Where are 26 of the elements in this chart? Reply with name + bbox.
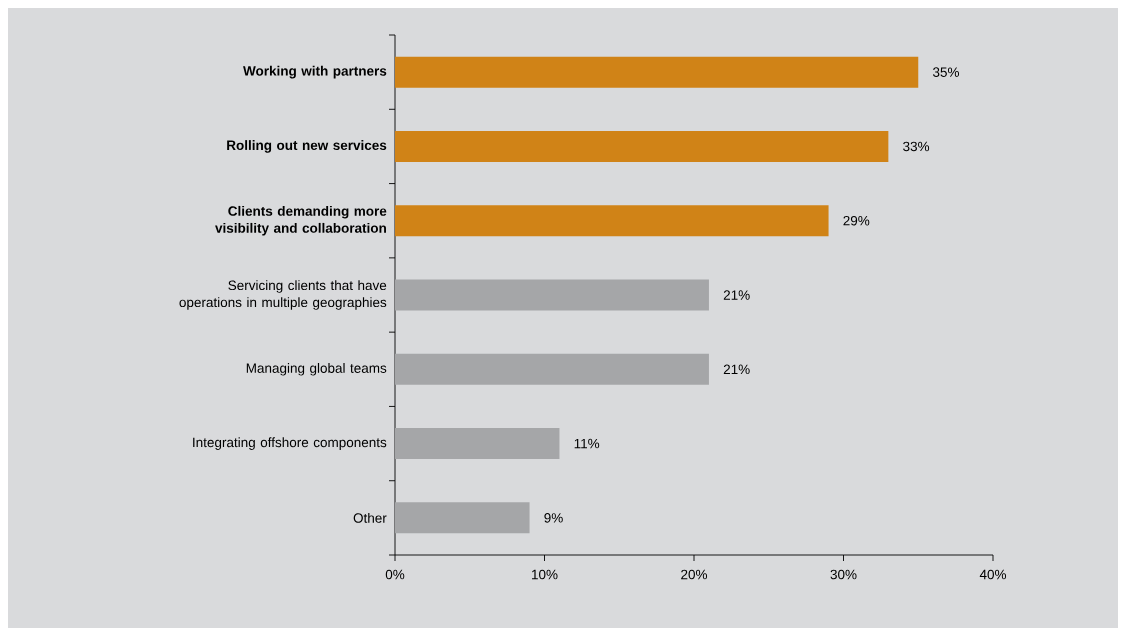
bar bbox=[395, 428, 560, 460]
y-tick-label: Managing global teams bbox=[246, 363, 387, 376]
y-tick-label: Other bbox=[353, 512, 387, 523]
data-label: 21% bbox=[723, 364, 750, 375]
bar bbox=[395, 130, 889, 162]
bar bbox=[395, 502, 530, 534]
y-tick-label: Servicing clients that have operations in multiple geographies bbox=[179, 280, 387, 310]
bar bbox=[395, 56, 919, 88]
bar bbox=[395, 353, 709, 385]
x-tick-label: 30% bbox=[830, 569, 857, 580]
x-tick-label: 0% bbox=[385, 569, 405, 580]
data-label: 9% bbox=[544, 513, 563, 523]
data-label: 21% bbox=[723, 290, 750, 300]
y-tick-label: Rolling out new services bbox=[227, 140, 387, 153]
data-label: 11% bbox=[574, 438, 600, 449]
y-tick-label: Working with partners bbox=[243, 65, 387, 79]
x-tick-label: 40% bbox=[979, 569, 1007, 580]
y-tick-label: Integrating offshore components bbox=[193, 437, 387, 450]
x-tick-label: 20% bbox=[681, 569, 708, 580]
bar bbox=[395, 205, 829, 237]
x-tick-label: 10% bbox=[532, 569, 558, 580]
bar bbox=[395, 279, 709, 311]
data-label: 29% bbox=[843, 215, 870, 226]
data-label: 33% bbox=[903, 141, 930, 152]
data-label: 35% bbox=[932, 67, 959, 77]
y-tick-label: Clients demanding more visibility and collaboration bbox=[215, 205, 387, 236]
